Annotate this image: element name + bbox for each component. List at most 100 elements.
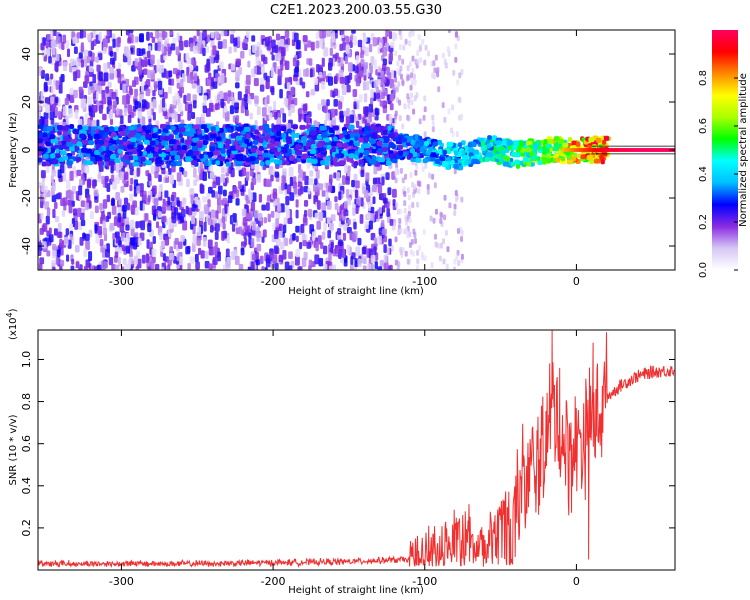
heatmap-cell <box>64 236 69 246</box>
heatmap-cell <box>127 144 134 150</box>
heatmap-cell <box>74 59 78 66</box>
heatmap-cell <box>45 164 50 174</box>
heatmap-cell <box>139 183 144 193</box>
heatmap-cell <box>127 56 132 66</box>
heatmap-cell <box>387 125 392 131</box>
heatmap-cell <box>305 67 309 78</box>
heatmap-cell <box>172 67 178 75</box>
heatmap-cell <box>84 113 89 122</box>
heatmap-cell <box>106 61 111 69</box>
heatmap-cell <box>105 86 110 94</box>
heatmap-cell <box>450 127 454 134</box>
heatmap-cell <box>338 160 346 166</box>
heatmap-cell <box>281 160 287 166</box>
heatmap-cell <box>277 75 282 86</box>
heatmap-cell <box>404 173 408 180</box>
heatmap-cell <box>212 81 218 89</box>
heatmap-cell <box>308 58 313 66</box>
heatmap-cell <box>93 133 100 139</box>
heatmap-cell <box>374 211 378 220</box>
heatmap-cell <box>249 112 253 120</box>
heatmap-cell <box>644 148 648 152</box>
heatmap-cell <box>193 35 197 44</box>
heatmap-cell <box>501 149 506 155</box>
heatmap-cell <box>202 105 207 114</box>
heatmap-cell <box>46 48 51 56</box>
heatmap-cell <box>186 66 190 77</box>
heatmap-cell <box>211 159 216 165</box>
heatmap-cell <box>344 163 348 174</box>
heatmap-cell <box>130 137 137 143</box>
heatmap-cell <box>126 50 131 58</box>
heatmap-cell <box>403 191 407 198</box>
heatmap-cell <box>426 188 430 195</box>
heatmap-cell <box>245 109 250 117</box>
heatmap-cell <box>378 42 382 49</box>
heatmap-cell <box>428 172 432 179</box>
heatmap-cell <box>317 103 322 111</box>
heatmap-cell <box>73 46 78 54</box>
heatmap-cell <box>250 147 257 153</box>
heatmap-cell <box>69 170 74 181</box>
heatmap-cell <box>363 73 367 81</box>
heatmap-cell <box>395 161 399 168</box>
heatmap-cell <box>245 157 251 163</box>
heatmap-cell <box>370 263 375 270</box>
heatmap-cell <box>276 203 281 212</box>
heatmap-cell <box>41 50 46 57</box>
heatmap-cell <box>364 221 369 230</box>
snr-y-ticks: 0.20.40.60.81.0 <box>20 351 675 537</box>
heatmap-cell <box>281 47 286 57</box>
heatmap-cell <box>417 34 421 41</box>
heatmap-cell <box>655 148 659 152</box>
heatmap-cell <box>174 154 181 160</box>
heatmap-cell <box>348 124 355 130</box>
heatmap-cell <box>339 110 344 119</box>
heatmap-cell <box>594 148 597 152</box>
heatmap-cell <box>619 148 622 152</box>
heatmap-cell <box>316 142 323 148</box>
heatmap-cell <box>316 220 321 230</box>
heatmap-cell <box>228 166 232 174</box>
heatmap-cell <box>357 237 362 246</box>
heatmap-cell <box>128 30 134 34</box>
heatmap-cell <box>318 211 324 221</box>
heatmap-cell <box>339 133 344 139</box>
heatmap-cell <box>235 198 240 206</box>
heatmap-cell <box>193 60 197 68</box>
heatmap-cell <box>244 238 248 246</box>
heatmap-cell <box>103 72 109 82</box>
heatmap-cell <box>49 111 55 121</box>
heatmap-cell <box>461 150 466 156</box>
heatmap-cell <box>362 41 366 51</box>
heatmap-cell <box>369 97 374 105</box>
heatmap-cell <box>220 133 226 139</box>
heatmap-cell <box>345 176 350 185</box>
heatmap-cell <box>154 146 160 152</box>
heatmap-cell <box>404 38 408 45</box>
heatmap-cell <box>403 200 407 207</box>
heatmap-cell <box>273 100 277 111</box>
heatmap-cell <box>439 217 443 224</box>
heatmap-cell <box>263 217 268 224</box>
heatmap-cell <box>342 130 348 136</box>
heatmap-cell <box>378 206 383 214</box>
heatmap-cell <box>358 137 364 143</box>
heatmap-cell <box>354 189 358 199</box>
heatmap-cell <box>440 212 444 219</box>
heatmap-cell <box>356 196 361 207</box>
heatmap-cell <box>232 213 237 223</box>
heatmap-cell <box>193 100 197 109</box>
heatmap-cell <box>48 227 52 235</box>
heatmap-cell <box>321 99 326 106</box>
heatmap-cell <box>122 136 128 142</box>
heatmap-cell <box>119 247 123 254</box>
heatmap-cell <box>426 50 430 57</box>
heatmap-cell <box>278 254 284 263</box>
heatmap-cell <box>374 261 378 270</box>
heatmap-cell <box>311 231 316 241</box>
heatmap-cell <box>399 249 403 256</box>
heatmap-cell <box>291 133 297 139</box>
heatmap-cell <box>61 41 65 51</box>
heatmap-cell <box>197 226 201 237</box>
